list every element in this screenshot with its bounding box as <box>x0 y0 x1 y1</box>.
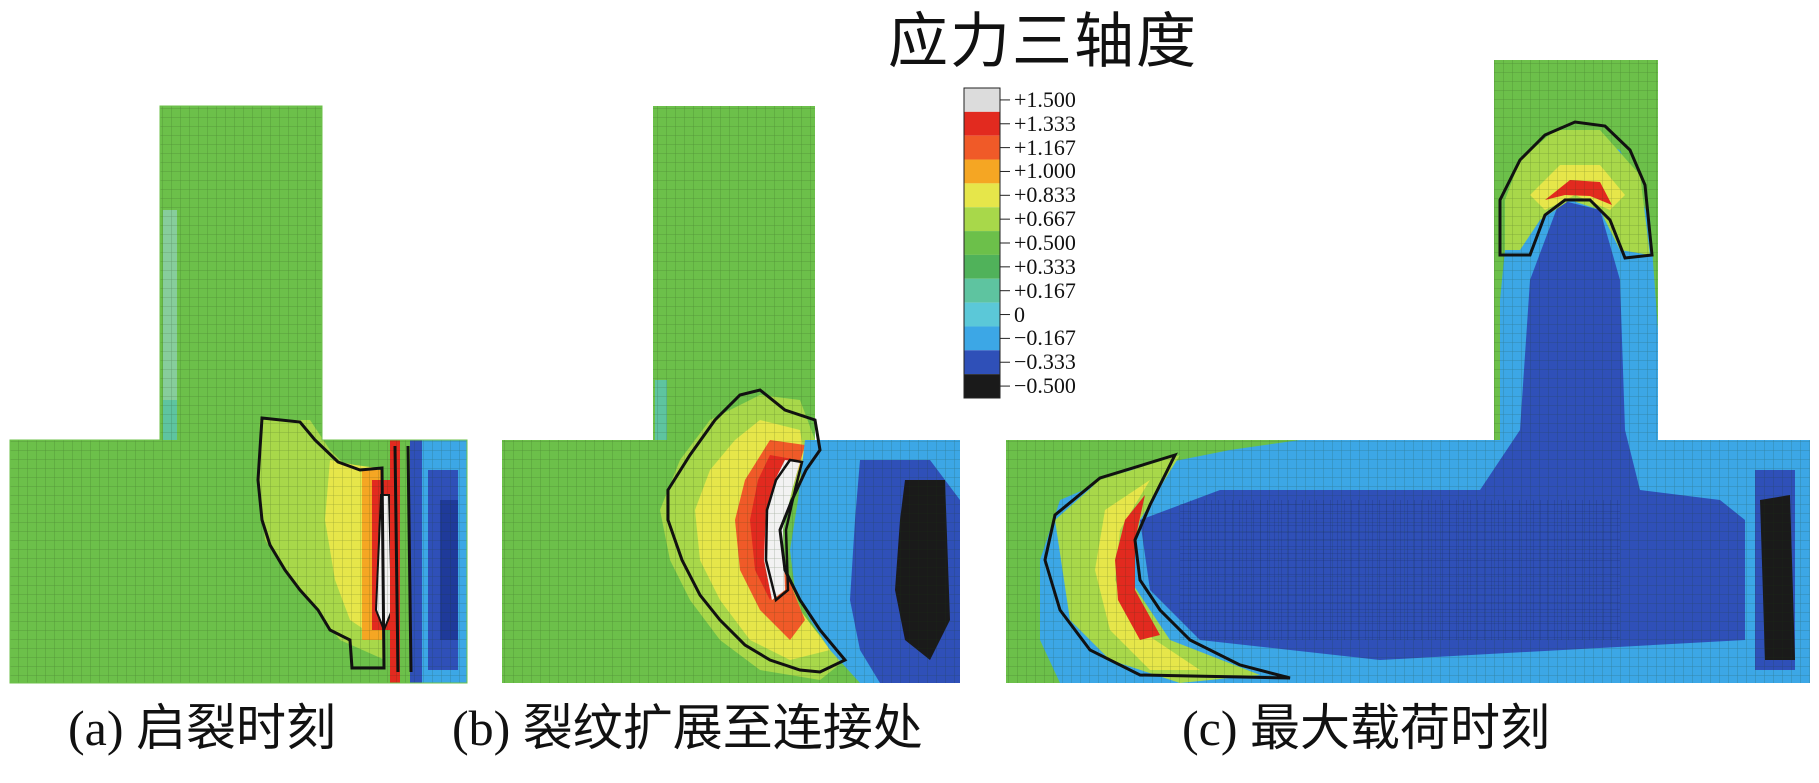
panel-c-contour <box>1006 60 1810 683</box>
panel-c-zone-boundary-top <box>1498 120 1654 260</box>
panel-c-caption: (c) 最大载荷时刻 <box>1182 700 1550 756</box>
panel-c-zone-boundary-bottom <box>1043 452 1291 680</box>
legend-color-bar <box>963 87 1010 399</box>
legend-swatch <box>964 207 1000 232</box>
legend-tick-label: +1.500 <box>1014 86 1076 112</box>
panel-a-outline <box>9 105 468 684</box>
legend-tick-label: +1.000 <box>1014 158 1076 184</box>
panel-a-caption: (a) 启裂时刻 <box>68 700 336 756</box>
legend-swatch <box>964 326 1000 351</box>
legend-tick-label: +1.333 <box>1014 110 1076 136</box>
panel-b-zone-boundary <box>666 388 848 674</box>
legend-tick-label: +0.167 <box>1014 277 1076 303</box>
legend-tick-label: −0.333 <box>1014 349 1076 375</box>
panel-b-caption: (b) 裂纹扩展至连接处 <box>452 700 923 756</box>
legend-title: 应力三轴度 <box>888 7 1198 77</box>
legend-swatch <box>964 183 1000 208</box>
legend-swatch <box>964 88 1000 112</box>
legend-tick-label: +0.333 <box>1014 253 1076 279</box>
legend-swatch <box>964 231 1000 255</box>
legend-swatch <box>964 374 1000 398</box>
legend-tick-label: +0.833 <box>1014 182 1076 208</box>
legend-tick-label: −0.167 <box>1014 325 1076 351</box>
legend-swatch <box>964 254 1000 279</box>
legend-swatch <box>964 135 1000 160</box>
legend-tick-label: +1.167 <box>1014 134 1076 160</box>
legend-swatch <box>964 111 1000 136</box>
legend-swatch <box>964 159 1000 184</box>
panel-b-contour <box>502 106 960 683</box>
panel-b-crack <box>764 458 804 603</box>
legend-swatch <box>964 350 1000 375</box>
panel-a-zone-boundary <box>256 416 386 670</box>
legend-tick-label: +0.667 <box>1014 206 1076 232</box>
panel-a-contour <box>9 105 468 684</box>
legend-swatch <box>964 302 1000 327</box>
legend-swatch <box>964 278 1000 303</box>
legend-tick-label: 0 <box>1014 301 1025 327</box>
legend-tick-label: +0.500 <box>1014 230 1076 255</box>
legend-tick-label: −0.500 <box>1014 373 1076 399</box>
